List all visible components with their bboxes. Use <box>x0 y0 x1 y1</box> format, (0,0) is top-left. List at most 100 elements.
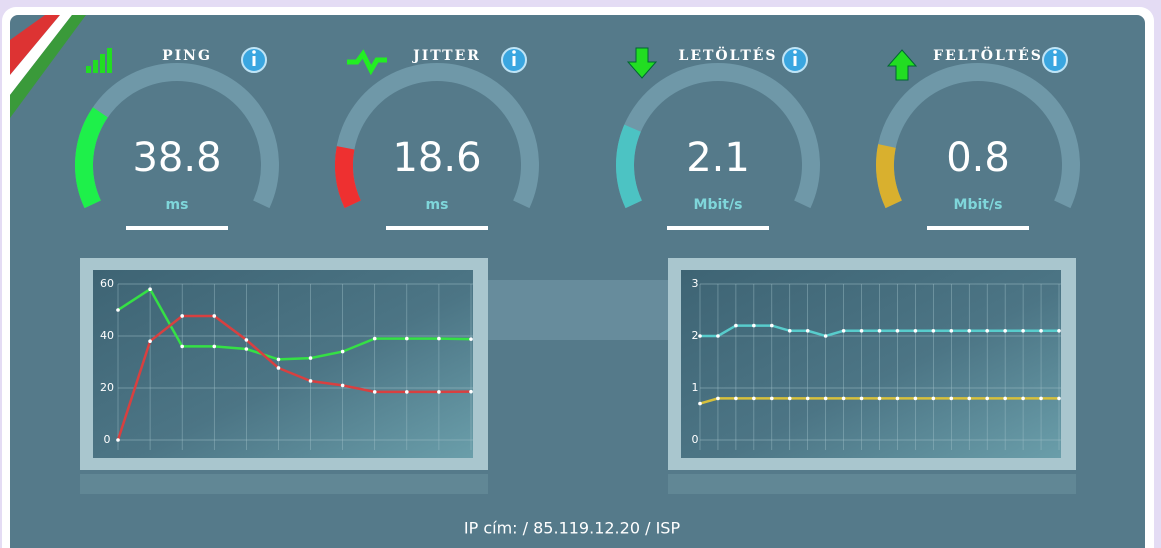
data-point <box>276 357 281 362</box>
data-point <box>1039 329 1043 333</box>
data-point <box>148 287 152 292</box>
data-point <box>276 366 281 370</box>
gauge-fill <box>335 146 361 209</box>
data-point <box>469 389 473 394</box>
gauges: 38.8 ms PING 18.6 ms JITTER 2.1 Mbit/s LETÖLTÉS 0… <box>75 45 1080 230</box>
data-point <box>437 336 441 341</box>
data-point <box>212 314 217 318</box>
data-point <box>180 314 184 318</box>
data-point <box>752 323 756 328</box>
data-point <box>859 396 864 401</box>
gauge-underline <box>667 226 769 230</box>
data-point <box>913 329 918 333</box>
data-point <box>841 396 846 401</box>
y-tick-label: 0 <box>104 433 111 446</box>
data-point <box>180 344 184 349</box>
gauge-fill <box>616 124 642 209</box>
gauge-icon <box>86 48 112 73</box>
ip-info: IP cím: / 85.119.12.20 / ISP <box>464 519 681 538</box>
data-point <box>931 329 936 333</box>
info-i <box>252 56 256 66</box>
data-point <box>734 323 738 328</box>
data-point <box>787 329 792 333</box>
gauge-fill <box>75 107 108 209</box>
data-point <box>716 334 720 338</box>
data-point <box>1003 396 1007 401</box>
y-tick-label: 2 <box>692 329 699 342</box>
gauge-label: JITTER <box>411 48 481 64</box>
gauge-value: 2.1 <box>686 135 750 181</box>
data-point <box>967 396 972 401</box>
data-point <box>212 344 217 349</box>
gauge-value: 18.6 <box>392 135 481 181</box>
gauge-icon <box>626 47 658 79</box>
series-line <box>116 314 472 441</box>
info-i <box>1053 56 1057 66</box>
info-i <box>793 56 797 66</box>
y-tick-label: 1 <box>692 381 699 394</box>
data-point <box>372 390 377 394</box>
gauge-label: FELTÖLTÉS <box>933 45 1043 64</box>
charts: 0 20 40 60 0 1 2 3 <box>80 258 1076 494</box>
info-dot <box>793 50 797 54</box>
data-point <box>770 323 774 328</box>
data-point <box>787 396 792 401</box>
data-point <box>1057 396 1061 401</box>
data-point <box>469 337 473 341</box>
gauge-label: PING <box>162 48 212 64</box>
gauge-unit: Mbit/s <box>954 197 1003 213</box>
data-point <box>823 396 828 401</box>
gauge-icon <box>886 49 918 81</box>
plot-area <box>681 270 1061 458</box>
data-point <box>437 390 441 394</box>
data-point <box>405 336 409 341</box>
data-point <box>985 396 989 401</box>
data-point <box>859 329 864 333</box>
data-point <box>405 390 409 394</box>
data-point <box>244 347 249 351</box>
gauge-unit: Mbit/s <box>694 197 743 213</box>
chart-reflection <box>668 474 1076 494</box>
info-dot <box>252 50 256 54</box>
data-point <box>340 383 345 388</box>
data-point <box>1003 329 1007 333</box>
gauge-unit: ms <box>426 197 449 213</box>
data-point <box>967 329 972 333</box>
data-point <box>1021 329 1025 333</box>
data-point <box>340 349 345 354</box>
info-dot <box>512 50 516 54</box>
data-point <box>244 338 249 342</box>
y-tick-label: 40 <box>100 329 114 342</box>
data-point <box>1039 396 1043 401</box>
data-point <box>985 329 989 333</box>
data-point <box>372 336 377 341</box>
data-point <box>770 396 774 401</box>
data-point <box>308 379 313 383</box>
gauge-icon <box>347 49 387 76</box>
gauge-label: LETÖLTÉS <box>678 45 777 64</box>
data-point <box>752 396 756 401</box>
data-point <box>1057 329 1061 333</box>
data-point <box>823 334 828 338</box>
data-point <box>949 329 954 333</box>
y-tick-label: 20 <box>100 381 114 394</box>
gauge-value: 0.8 <box>946 135 1010 181</box>
data-point <box>148 339 152 344</box>
data-point <box>116 438 120 442</box>
chart-reflection <box>80 474 488 494</box>
data-point <box>308 356 313 360</box>
data-point <box>698 334 702 338</box>
y-tick-label: 0 <box>692 433 699 446</box>
y-tick-label: 60 <box>100 277 114 290</box>
data-point <box>716 396 720 401</box>
data-point <box>698 401 702 406</box>
data-point <box>877 396 882 401</box>
data-point <box>1021 396 1025 401</box>
data-point <box>116 308 120 312</box>
data-point <box>931 396 936 401</box>
info-dot <box>1053 50 1057 54</box>
gauge-value: 38.8 <box>132 135 221 181</box>
data-point <box>841 329 846 333</box>
